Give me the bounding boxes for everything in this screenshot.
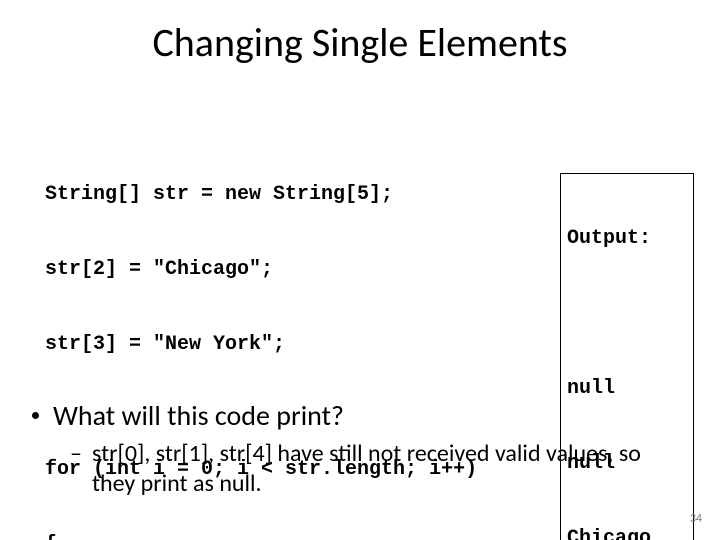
output-blank: [567, 301, 687, 326]
slide: Changing Single Elements String[] str = …: [0, 0, 720, 540]
output-line: Chicago: [567, 526, 687, 540]
output-label: Output:: [567, 226, 687, 251]
bullet-text: str[0], str[1], str[4] have still not re…: [92, 439, 682, 499]
bullet-list: What will this code print? – str[0], str…: [32, 398, 682, 499]
code-line: {: [45, 532, 477, 540]
code-line: str[3] = "New York";: [45, 332, 477, 357]
slide-title: Changing Single Elements: [0, 0, 720, 77]
code-line: String[] str = new String[5];: [45, 182, 477, 207]
bullet-level2: – str[0], str[1], str[4] have still not …: [70, 439, 682, 499]
code-line: str[2] = "Chicago";: [45, 257, 477, 282]
page-number: 34: [690, 512, 702, 526]
bullet-dash-icon: –: [70, 439, 82, 469]
bullet-dot-icon: [32, 412, 39, 419]
bullet-text: What will this code print?: [53, 398, 344, 433]
bullet-level1: What will this code print?: [32, 398, 682, 433]
